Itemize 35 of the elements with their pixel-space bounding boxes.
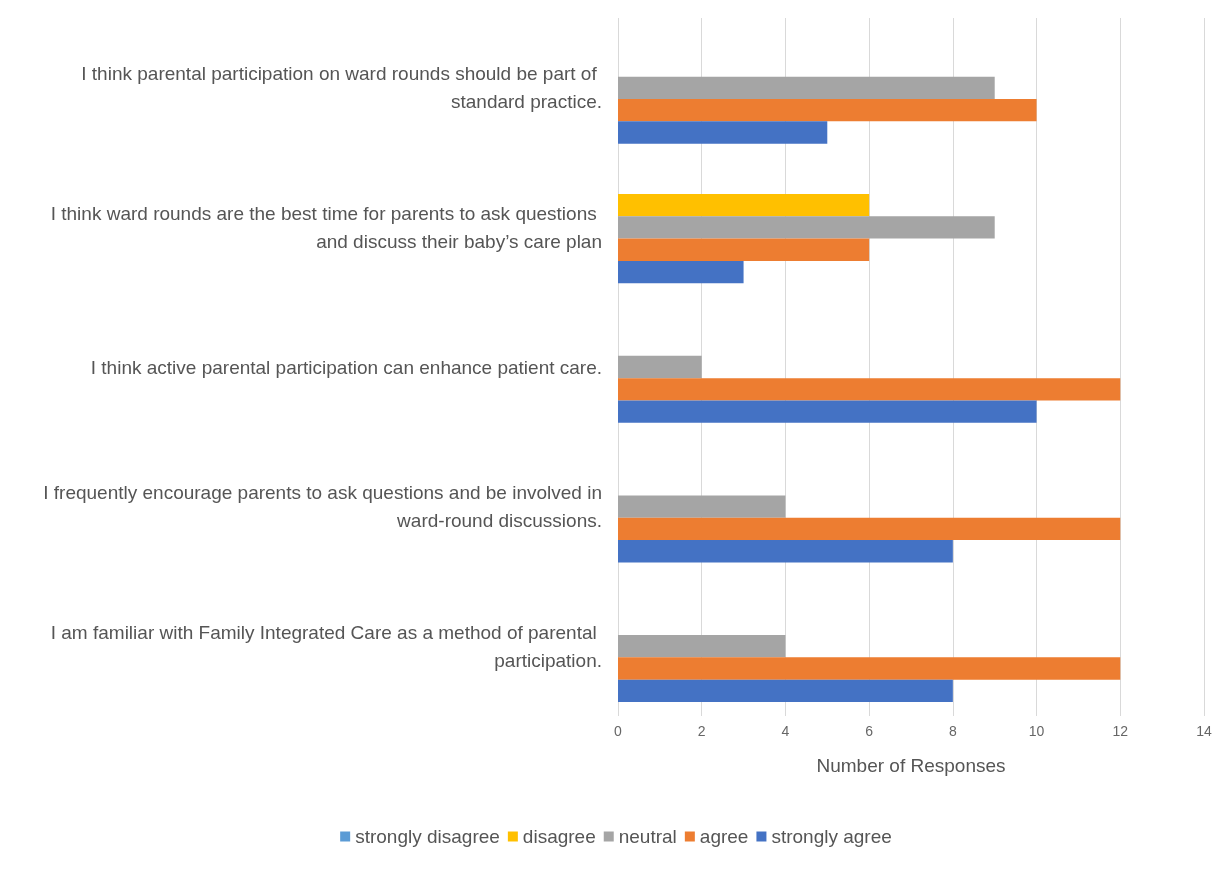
y-tick-label: I frequently encourage parents to ask questions and be involved in ward-round discussions. [43,482,602,532]
x-tick-label: 8 [948,723,957,739]
legend-label: strongly disagree [355,826,500,847]
bar [618,378,1121,401]
x-tick-label: 14 [1196,723,1212,739]
x-tick-label: 4 [781,723,790,739]
x-tick-label: 0 [614,723,623,739]
legend-label: disagree [522,826,596,847]
bar [618,355,702,379]
bar [618,260,744,284]
bar [618,540,953,563]
legend-label: neutral [618,826,677,847]
y-tick-label: I think ward rounds are the best time for parents to ask questions and discuss their baby’s care plan [50,202,602,252]
x-tick-label: 2 [697,723,706,739]
legend-label: strongly agree [771,826,892,847]
x-tick-label: 10 [1028,723,1045,739]
bar [618,98,1037,122]
x-tick-label: 12 [1112,723,1129,739]
bar [618,517,1121,541]
bar [618,216,995,239]
y-tick-label: I think parental participation on ward rounds should be part of standard practice. [81,63,602,113]
bar [618,400,1037,423]
bar [618,193,870,217]
bar [618,238,870,261]
bar [618,657,1121,680]
bar [618,121,828,144]
bar [618,635,786,658]
x-axis-title: Number of Responses [816,755,1006,776]
bar [618,76,995,99]
y-tick-label: I am familiar with Family Integrated Care as a method of parental participation. [50,621,602,671]
bar [618,679,953,703]
legend-label: agree [699,826,749,847]
x-tick-label: 6 [865,723,874,739]
y-tick-label: I think active parental participation can enhance patient care. [90,356,602,378]
bar [618,495,786,518]
